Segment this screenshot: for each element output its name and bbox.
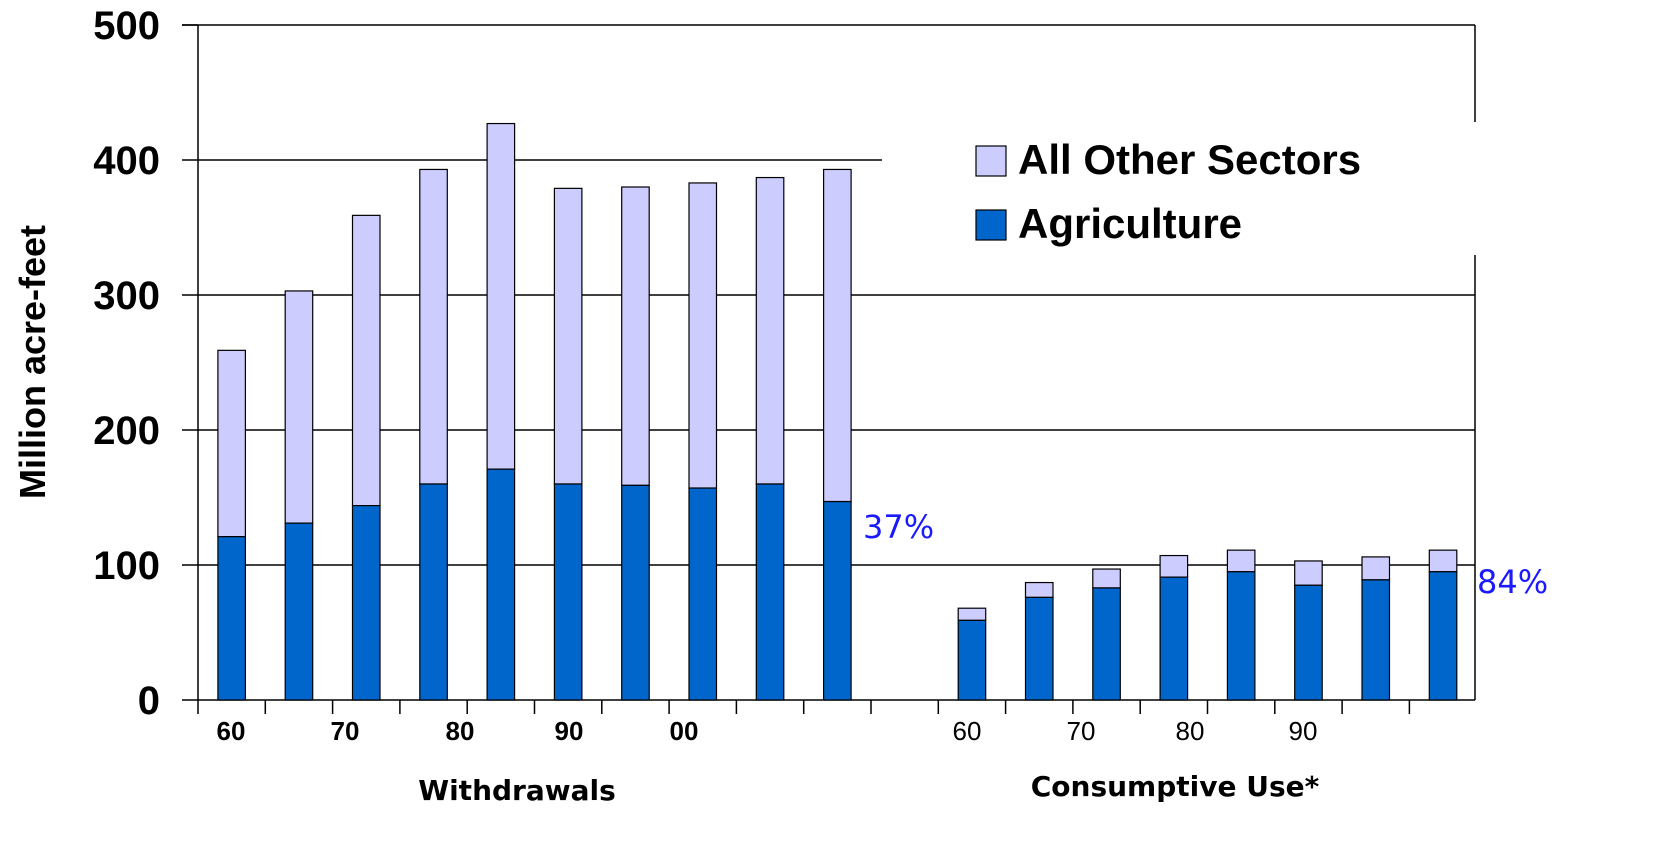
bars xyxy=(217,122,1458,701)
x-tick-label-consumptive-60: 60 xyxy=(953,716,982,746)
bar-other-1-0 xyxy=(957,607,987,621)
legend-label-1: Agriculture xyxy=(1018,200,1242,247)
bar-other-0-9 xyxy=(822,168,852,503)
bar-other-0-7 xyxy=(688,182,718,489)
bar-agriculture-1-2 xyxy=(1092,587,1121,701)
y-tick-label-100: 100 xyxy=(93,544,160,588)
x-tick-label-consumptive-90: 90 xyxy=(1289,716,1318,746)
bar-other-0-2 xyxy=(351,214,381,507)
x-tick-label-withdrawals-00: 00 xyxy=(670,716,699,746)
bar-other-0-4 xyxy=(486,122,516,470)
y-tick-label-0: 0 xyxy=(138,679,160,723)
y-tick-label-200: 200 xyxy=(93,409,160,453)
legend: All Other Sectors Agriculture xyxy=(890,130,1530,250)
bar-agriculture-1-4 xyxy=(1226,571,1256,701)
bar-other-1-5 xyxy=(1294,560,1323,586)
bar-other-0-5 xyxy=(553,187,583,485)
x-tick-label-withdrawals-90: 90 xyxy=(555,716,584,746)
bar-agriculture-1-5 xyxy=(1294,584,1323,701)
bar-agriculture-0-2 xyxy=(351,505,381,701)
bar-other-1-3 xyxy=(1159,554,1189,578)
y-tick-label-300: 300 xyxy=(93,274,160,318)
bar-agriculture-0-6 xyxy=(621,484,650,701)
bar-agriculture-1-7 xyxy=(1428,571,1458,701)
bar-other-0-1 xyxy=(284,290,314,524)
bar-other-0-3 xyxy=(419,168,448,485)
bar-agriculture-0-4 xyxy=(486,468,516,701)
bar-agriculture-0-3 xyxy=(419,483,448,701)
y-tick-label-400: 400 xyxy=(93,139,160,183)
bar-other-1-7 xyxy=(1428,549,1458,573)
bar-other-1-4 xyxy=(1226,549,1256,573)
bar-agriculture-1-1 xyxy=(1024,596,1054,701)
labels: Million acre-feet Withdrawals Consumptive … xyxy=(12,225,1548,807)
bar-other-1-6 xyxy=(1361,556,1391,581)
legend-swatch-1 xyxy=(975,209,1007,241)
annotation-consumptive-pct: 84% xyxy=(1477,563,1548,601)
bar-agriculture-0-8 xyxy=(755,483,785,701)
x-tick-label-withdrawals-60: 60 xyxy=(217,716,246,746)
x-tick-label-withdrawals-80: 80 xyxy=(446,716,475,746)
group-label-consumptive: Consumptive Use* xyxy=(1031,770,1320,803)
x-tick-label-withdrawals-70: 70 xyxy=(331,716,360,746)
bar-agriculture-0-7 xyxy=(688,487,718,701)
group-label-withdrawals: Withdrawals xyxy=(418,774,616,807)
bar-other-1-1 xyxy=(1024,581,1054,598)
bar-other-0-0 xyxy=(217,349,246,538)
bar-other-0-6 xyxy=(621,186,650,486)
bar-agriculture-1-3 xyxy=(1159,576,1189,701)
bar-agriculture-1-6 xyxy=(1361,579,1391,701)
bar-agriculture-0-0 xyxy=(217,536,246,701)
x-tick-label-consumptive-70: 70 xyxy=(1067,716,1096,746)
bar-agriculture-0-5 xyxy=(553,483,583,701)
legend-swatch-0 xyxy=(975,145,1007,177)
annotation-withdrawals-pct: 37% xyxy=(863,508,934,546)
x-tick-label-consumptive-80: 80 xyxy=(1176,716,1205,746)
bar-agriculture-1-0 xyxy=(957,619,987,701)
axes: 0 100 200 300 400 500 60 70 80 90 00 60 70 80 90 xyxy=(93,4,1411,746)
bar-other-0-8 xyxy=(755,176,785,485)
y-tick-label-500: 500 xyxy=(93,4,160,48)
bar-agriculture-0-9 xyxy=(822,500,852,701)
y-axis-title: Million acre-feet xyxy=(12,225,53,499)
legend-label-0: All Other Sectors xyxy=(1018,136,1361,183)
bar-agriculture-0-1 xyxy=(284,522,314,701)
bar-other-1-2 xyxy=(1092,568,1121,589)
